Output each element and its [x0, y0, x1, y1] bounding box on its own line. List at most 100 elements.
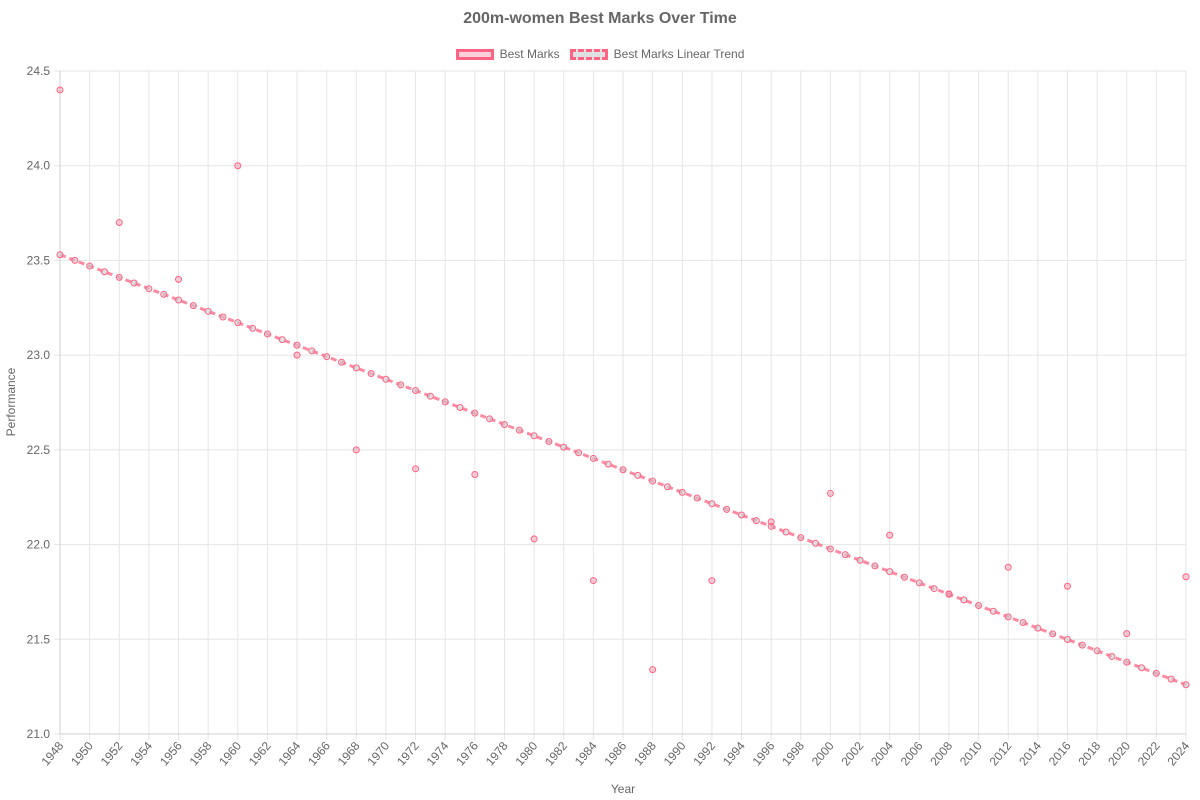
- trend-point: [930, 585, 938, 593]
- trend-point: [100, 268, 108, 276]
- trend-point: [871, 562, 879, 570]
- x-tick-label: 2014: [1016, 739, 1044, 769]
- trend-point: [812, 539, 820, 547]
- x-tick-label: 2020: [1105, 739, 1133, 769]
- x-tick-label: 1986: [601, 739, 629, 769]
- x-tick-label: 1974: [424, 739, 452, 769]
- trend-point: [145, 285, 153, 293]
- data-point: [767, 518, 775, 526]
- data-point: [530, 535, 538, 543]
- trend-point: [500, 420, 508, 428]
- x-tick-label: 2008: [927, 739, 955, 769]
- trend-point: [663, 483, 671, 491]
- trend-point: [382, 375, 390, 383]
- x-tick-label: 1966: [305, 739, 333, 769]
- y-tick-label: 22.5: [27, 443, 51, 457]
- trend-point: [782, 528, 790, 536]
- x-tick-label: 2002: [838, 739, 866, 769]
- x-tick-label: 1960: [216, 739, 244, 769]
- trend-point: [649, 477, 657, 485]
- data-point: [1063, 582, 1071, 590]
- trend-point: [708, 500, 716, 508]
- y-tick-label: 24.5: [27, 64, 51, 78]
- trend-point: [693, 494, 701, 502]
- trend-point: [56, 251, 64, 259]
- trend-point: [1004, 613, 1012, 621]
- trend-point: [160, 290, 168, 298]
- chart-title: 200m-women Best Marks Over Time: [463, 10, 737, 27]
- trend-point: [293, 341, 301, 349]
- x-tick-label: 2024: [1164, 739, 1192, 769]
- trend-point: [989, 607, 997, 615]
- data-point: [1182, 573, 1190, 581]
- trend-point: [1152, 669, 1160, 677]
- trend-point: [515, 426, 523, 434]
- x-tick-label: 2012: [987, 739, 1015, 769]
- x-tick-label: 1976: [453, 739, 481, 769]
- trend-point: [249, 324, 257, 332]
- data-point: [1123, 630, 1131, 638]
- x-tick-label: 1984: [572, 739, 600, 769]
- data-point: [826, 489, 834, 497]
- data-point: [234, 162, 242, 170]
- trend-point: [1063, 635, 1071, 643]
- trend-point: [678, 488, 686, 496]
- data-point: [649, 666, 657, 674]
- trend-point: [426, 392, 434, 400]
- trend-point: [1182, 681, 1190, 689]
- data-point: [589, 577, 597, 585]
- data-point: [471, 470, 479, 478]
- trend-point: [975, 602, 983, 610]
- trend-point: [486, 415, 494, 423]
- y-tick-label: 24.0: [27, 159, 51, 173]
- x-tick-label: 2018: [1076, 739, 1104, 769]
- trend-point: [960, 596, 968, 604]
- y-axis-title: Performance: [4, 367, 18, 436]
- x-tick-label: 1968: [335, 739, 363, 769]
- x-tick-label: 2016: [1046, 739, 1074, 769]
- x-tick-label: 2006: [898, 739, 926, 769]
- data-point: [352, 446, 360, 454]
- x-tick-label: 2004: [868, 739, 896, 769]
- x-tick-label: 1948: [38, 739, 66, 769]
- trend-point: [308, 347, 316, 355]
- x-tick-label: 2000: [809, 739, 837, 769]
- data-point: [175, 275, 183, 283]
- legend-item-best-marks[interactable]: Best Marks: [455, 47, 560, 61]
- legend: Best Marks Best Marks Linear Trend: [0, 47, 1200, 61]
- x-tick-label: 1956: [157, 739, 185, 769]
- data-point: [1004, 563, 1012, 571]
- trend-point: [530, 432, 538, 440]
- data-point: [708, 577, 716, 585]
- x-tick-label: 1978: [483, 739, 511, 769]
- x-tick-label: 1964: [275, 739, 303, 769]
- x-tick-label: 1982: [542, 739, 570, 769]
- x-tick-label: 1950: [68, 739, 96, 769]
- x-tick-label: 1994: [720, 739, 748, 769]
- y-tick-label: 21.5: [27, 632, 51, 646]
- x-tick-label: 2022: [1135, 739, 1163, 769]
- trend-point: [175, 296, 183, 304]
- trend-point: [189, 302, 197, 310]
- x-tick-label: 1962: [246, 739, 274, 769]
- trend-point: [1049, 630, 1057, 638]
- trend-point: [901, 573, 908, 581]
- trend-point: [575, 449, 583, 457]
- data-point: [412, 465, 420, 473]
- trend-point: [471, 409, 479, 417]
- legend-item-linear-trend[interactable]: Best Marks Linear Trend: [569, 47, 744, 61]
- trend-layer: [56, 251, 1190, 689]
- trend-point: [86, 262, 94, 270]
- x-tick-label: 1988: [631, 739, 659, 769]
- trend-point: [1138, 664, 1146, 672]
- trend-point: [367, 370, 375, 378]
- data-point: [945, 590, 953, 598]
- y-tick-label: 23.0: [27, 348, 51, 362]
- trend-point: [71, 256, 79, 264]
- trend-point: [545, 437, 553, 445]
- trend-point: [130, 279, 138, 287]
- x-axis-title: Year: [611, 782, 635, 796]
- trend-point: [323, 353, 331, 361]
- axis-layer: 21.0 21.5 22.0 22.5 23.0 23.5 24.0 24.5 1948 1950…: [27, 64, 1193, 768]
- legend-label-best-marks: Best Marks: [499, 47, 560, 61]
